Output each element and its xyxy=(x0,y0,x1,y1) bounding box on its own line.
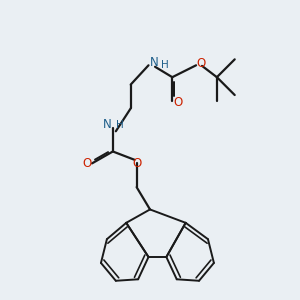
Text: O: O xyxy=(197,57,206,70)
Text: O: O xyxy=(173,96,182,109)
Text: H: H xyxy=(116,120,123,130)
Text: O: O xyxy=(82,157,91,170)
Text: H: H xyxy=(161,60,169,70)
Text: N: N xyxy=(149,56,158,69)
Text: N: N xyxy=(103,118,112,131)
Text: O: O xyxy=(133,157,142,170)
